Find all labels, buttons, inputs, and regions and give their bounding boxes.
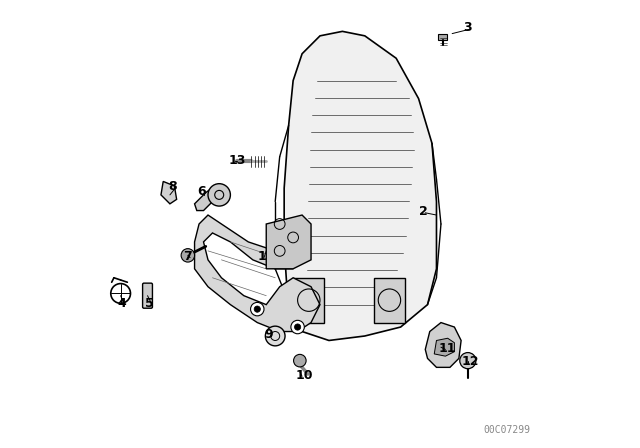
Text: 3: 3: [463, 22, 472, 34]
Text: 6: 6: [197, 185, 205, 198]
Text: 11: 11: [439, 342, 456, 355]
Circle shape: [294, 354, 306, 367]
Polygon shape: [266, 215, 311, 269]
Text: 00C07299: 00C07299: [484, 425, 531, 435]
Circle shape: [460, 353, 476, 369]
Text: 5: 5: [145, 297, 154, 310]
Circle shape: [291, 320, 305, 334]
Circle shape: [208, 184, 230, 206]
Text: 13: 13: [228, 154, 246, 167]
Polygon shape: [374, 278, 405, 323]
Text: 10: 10: [296, 369, 313, 382]
Polygon shape: [435, 338, 454, 356]
Circle shape: [294, 324, 301, 330]
Circle shape: [251, 302, 264, 316]
Polygon shape: [284, 31, 436, 340]
Polygon shape: [195, 215, 320, 332]
Circle shape: [266, 326, 285, 346]
Polygon shape: [161, 181, 177, 204]
Circle shape: [181, 249, 195, 262]
Circle shape: [254, 306, 260, 312]
Polygon shape: [425, 323, 461, 367]
FancyBboxPatch shape: [143, 283, 152, 308]
Text: 4: 4: [118, 297, 126, 310]
Text: 2: 2: [419, 205, 428, 218]
Polygon shape: [195, 186, 220, 211]
Text: 12: 12: [461, 355, 479, 368]
Text: 7: 7: [184, 250, 192, 263]
Polygon shape: [438, 34, 447, 40]
Text: 1: 1: [257, 250, 266, 263]
Text: 8: 8: [168, 181, 177, 194]
Text: 9: 9: [264, 328, 273, 341]
Polygon shape: [293, 278, 324, 323]
